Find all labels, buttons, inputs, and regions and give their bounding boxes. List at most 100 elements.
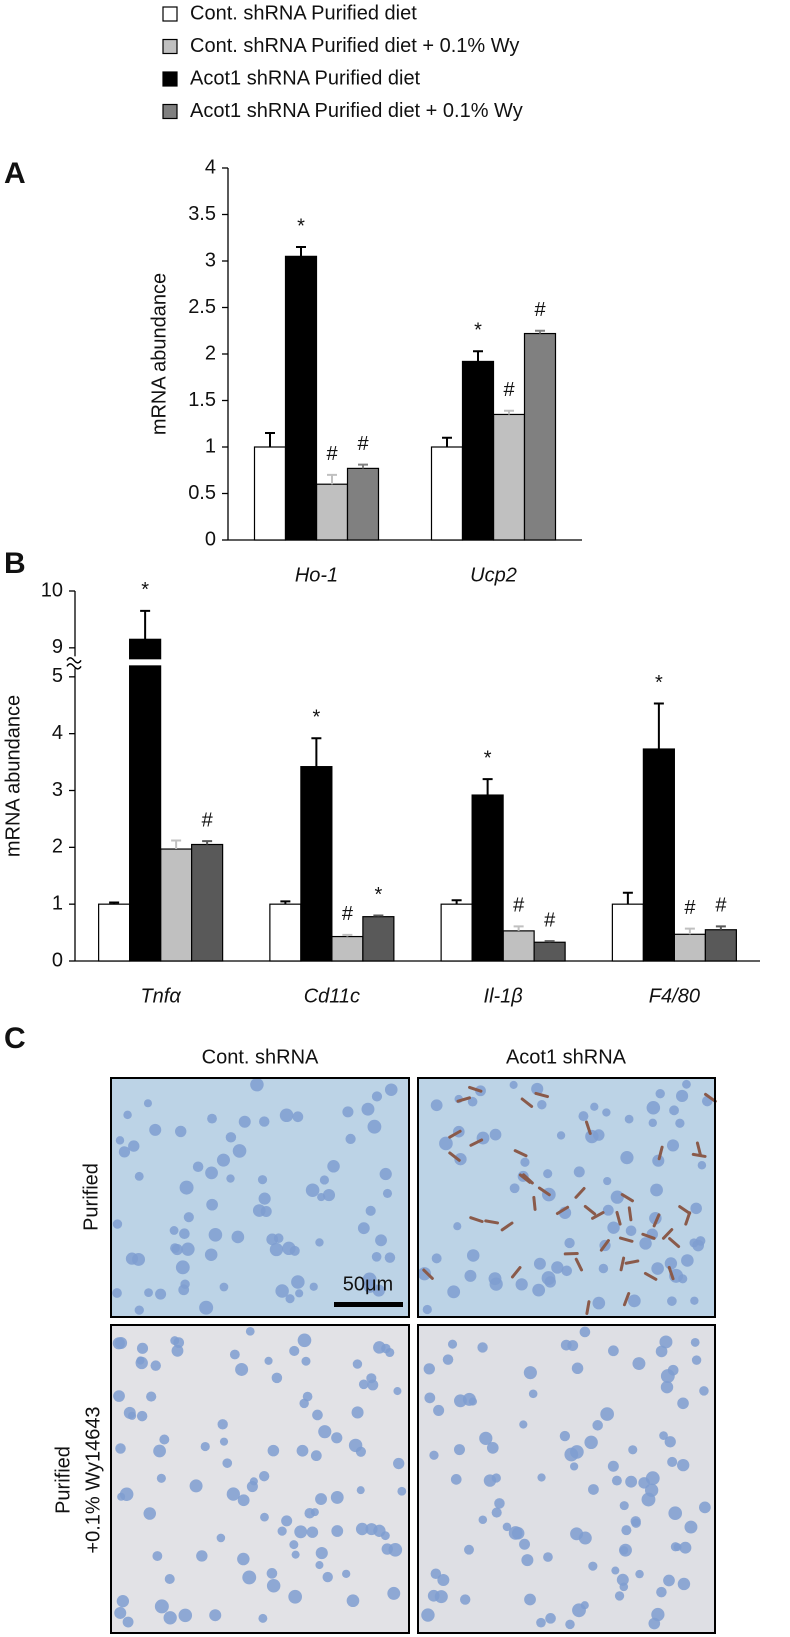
nucleus bbox=[520, 1157, 530, 1167]
error-bar bbox=[280, 900, 291, 905]
nucleus bbox=[675, 1118, 685, 1128]
nucleus bbox=[397, 1486, 407, 1496]
stain bbox=[618, 1236, 634, 1243]
stain bbox=[627, 1206, 633, 1222]
nucleus bbox=[478, 1515, 488, 1525]
nucleus bbox=[357, 1222, 370, 1235]
annotation: * bbox=[484, 747, 492, 769]
annotation: # bbox=[534, 299, 546, 321]
nucleus bbox=[331, 1432, 343, 1444]
bar bbox=[492, 413, 526, 541]
nucleus bbox=[573, 1166, 585, 1178]
nucleus bbox=[491, 1473, 501, 1483]
nucleus bbox=[578, 1531, 592, 1545]
y-tick-label: 1 bbox=[52, 892, 63, 914]
bar bbox=[461, 360, 495, 541]
stain bbox=[500, 1221, 514, 1232]
nucleus bbox=[584, 1435, 598, 1450]
stain bbox=[695, 1141, 702, 1157]
x-tick-label: Ucp2 bbox=[470, 564, 517, 586]
annotation: * bbox=[474, 319, 482, 341]
y-tick-label: 3 bbox=[205, 249, 216, 271]
y-tick-label: 3.5 bbox=[188, 203, 216, 225]
nucleus bbox=[296, 1444, 309, 1457]
nucleus bbox=[691, 1355, 702, 1365]
error-bar bbox=[296, 246, 306, 257]
nucleus bbox=[266, 1568, 278, 1579]
nucleus bbox=[393, 1457, 405, 1470]
axis-break-gap bbox=[67, 656, 81, 669]
nucleus bbox=[315, 1547, 328, 1560]
axis-break-gap bbox=[115, 659, 165, 666]
nucleus bbox=[180, 1279, 190, 1289]
nucleus bbox=[269, 1242, 284, 1257]
scale-bar-label: 50μm bbox=[343, 1273, 393, 1295]
nucleus bbox=[479, 1431, 493, 1445]
nucleus bbox=[384, 1252, 396, 1263]
stain bbox=[513, 1149, 528, 1158]
nucleus bbox=[371, 1091, 383, 1102]
nucleus bbox=[572, 1603, 586, 1618]
legend-swatch bbox=[162, 103, 178, 120]
legend-label: Acot1 shRNA Purified diet + 0.1% Wy bbox=[190, 100, 523, 122]
bar bbox=[315, 483, 349, 541]
nucleus bbox=[315, 1493, 327, 1506]
nucleus bbox=[453, 1444, 465, 1456]
nucleus bbox=[668, 1506, 683, 1521]
nucleus bbox=[170, 1243, 180, 1253]
legend-swatch bbox=[162, 71, 178, 87]
nucleus bbox=[678, 1274, 688, 1284]
nucleus bbox=[219, 1437, 229, 1446]
error-bar bbox=[358, 463, 368, 469]
y-tick-label: 4 bbox=[205, 156, 216, 178]
nucleus bbox=[285, 1294, 295, 1304]
nucleus bbox=[592, 1296, 606, 1310]
nucleus bbox=[645, 1471, 660, 1486]
error-bar bbox=[715, 925, 726, 930]
nucleus bbox=[207, 1113, 217, 1124]
nucleus bbox=[315, 1561, 324, 1570]
nucleus bbox=[431, 1253, 442, 1264]
nucleus bbox=[155, 1288, 167, 1300]
nucleus bbox=[375, 1234, 387, 1247]
x-tick-label: Cd11c bbox=[304, 985, 360, 1007]
nucleus bbox=[352, 1359, 363, 1369]
stain bbox=[518, 1173, 532, 1184]
stain bbox=[615, 1210, 622, 1226]
nucleus bbox=[664, 1436, 676, 1448]
y-tick-label: 3 bbox=[52, 779, 63, 801]
nucleus bbox=[545, 1613, 556, 1624]
nucleus bbox=[614, 1591, 625, 1601]
bar bbox=[300, 766, 333, 962]
nucleus bbox=[667, 1296, 677, 1306]
annotation: # bbox=[684, 897, 696, 919]
row-label: +0.1% Wy14643 bbox=[82, 1406, 104, 1553]
stain bbox=[624, 1259, 640, 1265]
annotation: # bbox=[715, 895, 727, 917]
nucleus bbox=[663, 1574, 675, 1587]
annotation: * bbox=[297, 215, 305, 237]
bar bbox=[430, 446, 464, 541]
nucleus bbox=[442, 1354, 454, 1365]
stain bbox=[619, 1256, 626, 1272]
x-tick-label: Tnfα bbox=[140, 985, 181, 1007]
nucleus bbox=[621, 1525, 632, 1536]
nucleus bbox=[590, 1102, 599, 1111]
nucleus bbox=[196, 1550, 208, 1562]
nucleus bbox=[600, 1407, 614, 1421]
row-label: Purified bbox=[80, 1163, 102, 1231]
nucleus bbox=[646, 1100, 661, 1115]
annotation: * bbox=[374, 884, 382, 906]
nucleus bbox=[331, 1525, 344, 1537]
legend-label: Cont. shRNA Purified diet bbox=[190, 2, 417, 24]
nucleus bbox=[362, 1272, 377, 1287]
stain bbox=[591, 1211, 605, 1220]
nucleus bbox=[319, 1175, 330, 1185]
nucleus bbox=[559, 1430, 571, 1442]
error-bar bbox=[442, 436, 452, 447]
nucleus bbox=[659, 1431, 668, 1440]
nucleus bbox=[250, 1077, 264, 1092]
nucleus bbox=[477, 1342, 488, 1353]
nucleus bbox=[322, 1571, 333, 1583]
nucleus bbox=[439, 1136, 453, 1151]
